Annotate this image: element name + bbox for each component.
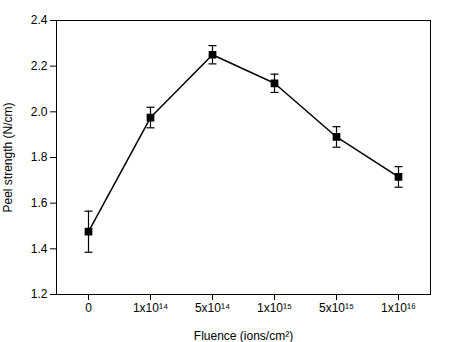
svg-text:1.2: 1.2 bbox=[31, 287, 48, 301]
svg-text:2.0: 2.0 bbox=[31, 105, 48, 119]
svg-text:Fluence (ions/cm²): Fluence (ions/cm²) bbox=[194, 329, 293, 342]
svg-text:Peel strength (N/cm): Peel strength (N/cm) bbox=[1, 102, 15, 212]
svg-text:1.6: 1.6 bbox=[31, 196, 48, 210]
svg-text:1x10¹⁵: 1x10¹⁵ bbox=[257, 301, 292, 315]
svg-text:1x10¹⁶: 1x10¹⁶ bbox=[381, 301, 416, 315]
svg-text:0: 0 bbox=[85, 301, 92, 315]
svg-text:1.8: 1.8 bbox=[31, 150, 48, 164]
svg-text:1x10¹⁴: 1x10¹⁴ bbox=[133, 301, 168, 315]
svg-text:5x10¹⁵: 5x10¹⁵ bbox=[319, 301, 354, 315]
svg-text:2.2: 2.2 bbox=[31, 59, 48, 73]
svg-text:1.4: 1.4 bbox=[31, 242, 48, 256]
svg-text:5x10¹⁴: 5x10¹⁴ bbox=[195, 301, 230, 315]
svg-text:2.4: 2.4 bbox=[31, 13, 48, 27]
